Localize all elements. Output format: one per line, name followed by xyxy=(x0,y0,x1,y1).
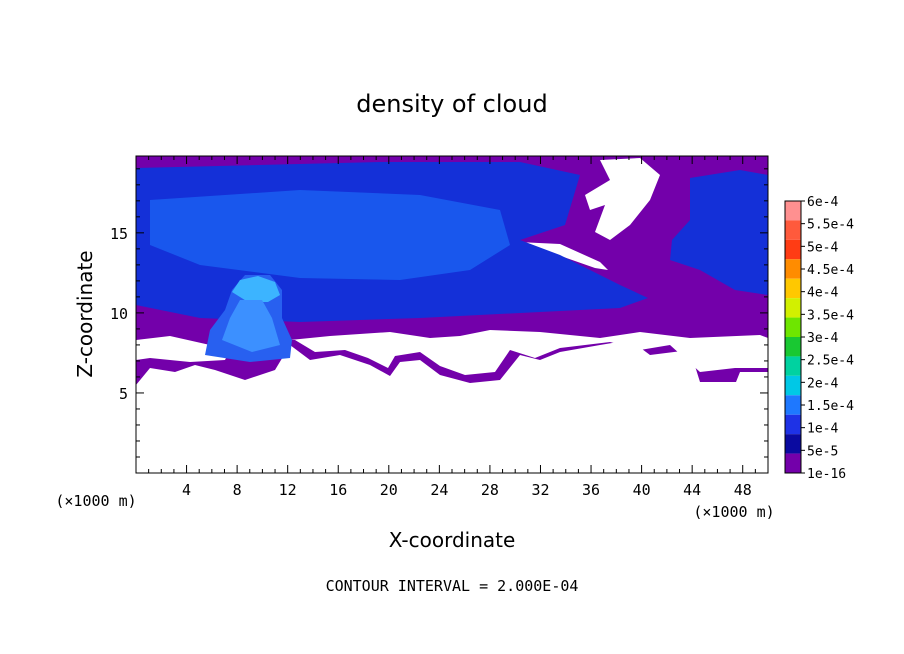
colorbar-swatch xyxy=(785,434,801,454)
y-units-label: (×1000 m) xyxy=(55,492,136,510)
region-1-5e-4-plume-top xyxy=(232,276,280,302)
x-tick-label: 20 xyxy=(380,481,398,499)
x-axis-label: X-coordinate xyxy=(389,528,516,552)
y-axis-label: Z-coordinate xyxy=(73,250,97,377)
x-tick-label: 24 xyxy=(430,481,448,499)
colorbar-swatch xyxy=(785,220,801,240)
x-tick-label: 8 xyxy=(233,481,242,499)
colorbar-label: 1.5e-4 xyxy=(807,399,854,414)
x-tick-label: 32 xyxy=(531,481,549,499)
colorbar-swatch xyxy=(785,317,801,337)
colorbar-label: 2e-4 xyxy=(807,376,838,391)
colorbar-label: 6e-4 xyxy=(807,195,838,210)
colorbar-swatch xyxy=(785,239,801,260)
x-units-label: (×1000 m) xyxy=(693,503,774,521)
x-tick-label: 36 xyxy=(582,481,600,499)
clear-air-gap-mid xyxy=(290,330,768,375)
region-1e-4-upper xyxy=(150,190,510,280)
y-tick-label: 15 xyxy=(110,225,128,243)
colorbar-swatch xyxy=(785,453,801,473)
clear-air-gap-upper xyxy=(585,158,660,240)
colorbar-label: 3.5e-4 xyxy=(807,308,854,323)
colorbar-label: 5.5e-4 xyxy=(807,218,854,233)
colorbar-swatch xyxy=(785,278,801,299)
x-tick-label: 44 xyxy=(683,481,701,499)
y-tick-label: 10 xyxy=(110,305,128,323)
colorbar-swatch xyxy=(785,375,801,396)
region-1e-4-plume-core xyxy=(222,300,280,352)
colorbar-swatch xyxy=(785,201,801,221)
colorbar-label: 3e-4 xyxy=(807,331,838,346)
x-tick-label: 40 xyxy=(633,481,651,499)
contour-interval-note: CONTOUR INTERVAL = 2.000E-04 xyxy=(326,577,579,595)
colorbar: 6e-4 5.5e-4 5e-4 4.5e-4 4e-4 3.5e-4 3e-4 2.5e-4… xyxy=(784,195,854,482)
colorbar-label: 4.5e-4 xyxy=(807,263,854,278)
x-tick-label: 28 xyxy=(481,481,499,499)
region-5e-5-right xyxy=(670,170,768,295)
colorbar-label: 1e-16 xyxy=(807,467,846,482)
x-tick-label: 16 xyxy=(329,481,347,499)
colorbar-label: 1e-4 xyxy=(807,422,838,437)
colorbar-label: 2.5e-4 xyxy=(807,354,854,369)
heatmap-field xyxy=(135,155,769,474)
colorbar-swatch xyxy=(785,395,801,415)
colorbar-label: 5e-4 xyxy=(807,240,838,255)
clear-air-gap-lower xyxy=(136,336,230,362)
colorbar-label: 5e-5 xyxy=(807,444,838,459)
colorbar-swatch xyxy=(785,298,801,318)
chart-title: density of cloud xyxy=(356,90,547,118)
colorbar-swatch xyxy=(785,259,801,279)
colorbar-swatch xyxy=(785,337,801,357)
y-tick-label: 5 xyxy=(119,385,128,403)
colorbar-swatch xyxy=(785,356,801,376)
colorbar-swatch xyxy=(785,414,801,435)
x-tick-label: 4 xyxy=(182,481,191,499)
x-tick-label: 12 xyxy=(279,481,297,499)
colorbar-label: 4e-4 xyxy=(807,286,838,301)
x-tick-label: 48 xyxy=(734,481,752,499)
